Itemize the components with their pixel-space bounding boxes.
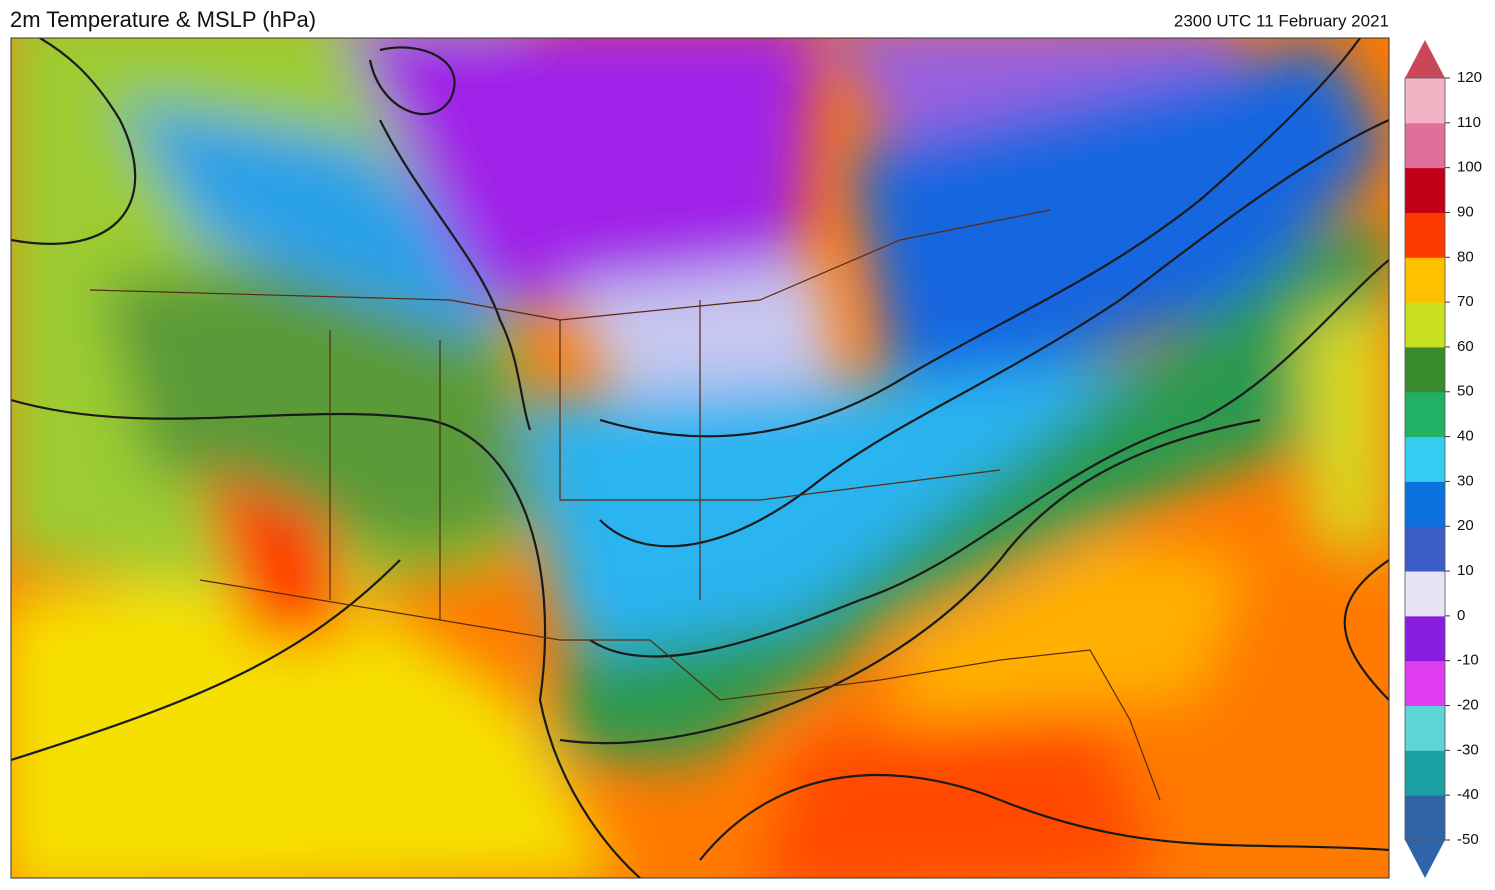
colorbar-segment xyxy=(1405,660,1445,707)
cool-area xyxy=(120,100,520,340)
colorbar-tick-label: 70 xyxy=(1457,293,1474,310)
colorbar-tick-label: 30 xyxy=(1457,472,1474,489)
colorbar-segment xyxy=(1405,481,1445,527)
warm-area xyxy=(900,540,1250,720)
colorbar-segment xyxy=(1405,750,1445,796)
colorbar-extend-low xyxy=(1405,840,1445,878)
title: 2m Temperature & MSLP (hPa) xyxy=(10,7,316,32)
map xyxy=(11,38,1389,878)
colorbar-segment xyxy=(1405,436,1445,482)
colorbar-segment xyxy=(1405,615,1445,662)
colorbar-tick-label: 100 xyxy=(1457,159,1482,176)
colorbar-tick-label: 20 xyxy=(1457,517,1474,534)
colorbar-segment xyxy=(1405,705,1445,751)
colorbar-segment xyxy=(1405,212,1445,258)
colorbar-segment xyxy=(1405,302,1445,348)
colorbar-segment xyxy=(1405,122,1445,169)
colorbar-tick-label: -30 xyxy=(1457,741,1479,758)
colorbar-segment xyxy=(1405,571,1445,617)
colorbar-frame xyxy=(1404,77,1446,841)
colorbar-segment xyxy=(1405,78,1445,124)
colorbar-segment xyxy=(1405,167,1445,213)
borders xyxy=(89,209,1161,801)
map-frame xyxy=(10,37,1390,879)
colorbar-tick-label: 120 xyxy=(1457,69,1482,86)
colorbar-tick-label: -40 xyxy=(1457,786,1479,803)
colorbar-segment xyxy=(1405,257,1445,303)
cold-area xyxy=(830,38,1241,160)
colorbar-segment xyxy=(1405,795,1445,841)
colorbar-tick-label: -20 xyxy=(1457,696,1479,713)
colorbar-tick-label: 110 xyxy=(1457,114,1481,131)
temperature-field xyxy=(11,38,1389,878)
colorbar-segment xyxy=(1405,391,1445,438)
cold-area xyxy=(850,40,1389,420)
mild-area xyxy=(1300,300,1389,560)
warm-area xyxy=(11,560,619,878)
colorbar: -50 -40 -30 -20 -10 0 10 20 30 40 50 60 70 80 90 100 110… xyxy=(1404,40,1482,878)
colorbar-extend-high xyxy=(1405,40,1445,78)
cold-area xyxy=(349,38,819,320)
colorbar-segment xyxy=(1405,526,1445,572)
colorbar-tick-label: 40 xyxy=(1457,428,1474,445)
hot-area xyxy=(765,720,1160,878)
colorbar-tick-label: -10 xyxy=(1457,652,1479,669)
colorbar-tick-label: 10 xyxy=(1457,562,1474,579)
colorbar-tick-label: 0 xyxy=(1457,607,1465,624)
colorbar-segment xyxy=(1405,346,1445,393)
green-area xyxy=(560,220,1389,760)
colorbar-tick-label: 90 xyxy=(1457,203,1474,220)
colorbar-tick-label: 80 xyxy=(1457,248,1474,265)
timestamp: 2300 UTC 11 February 2021 xyxy=(1174,11,1389,30)
cool-area xyxy=(520,360,1150,700)
colorbar-tick-label: 60 xyxy=(1457,338,1474,355)
isobars xyxy=(11,38,1389,878)
colorbar-tick-label: 50 xyxy=(1457,383,1474,400)
colorbar-tick-label: -50 xyxy=(1457,831,1479,848)
hot-area xyxy=(200,470,350,640)
